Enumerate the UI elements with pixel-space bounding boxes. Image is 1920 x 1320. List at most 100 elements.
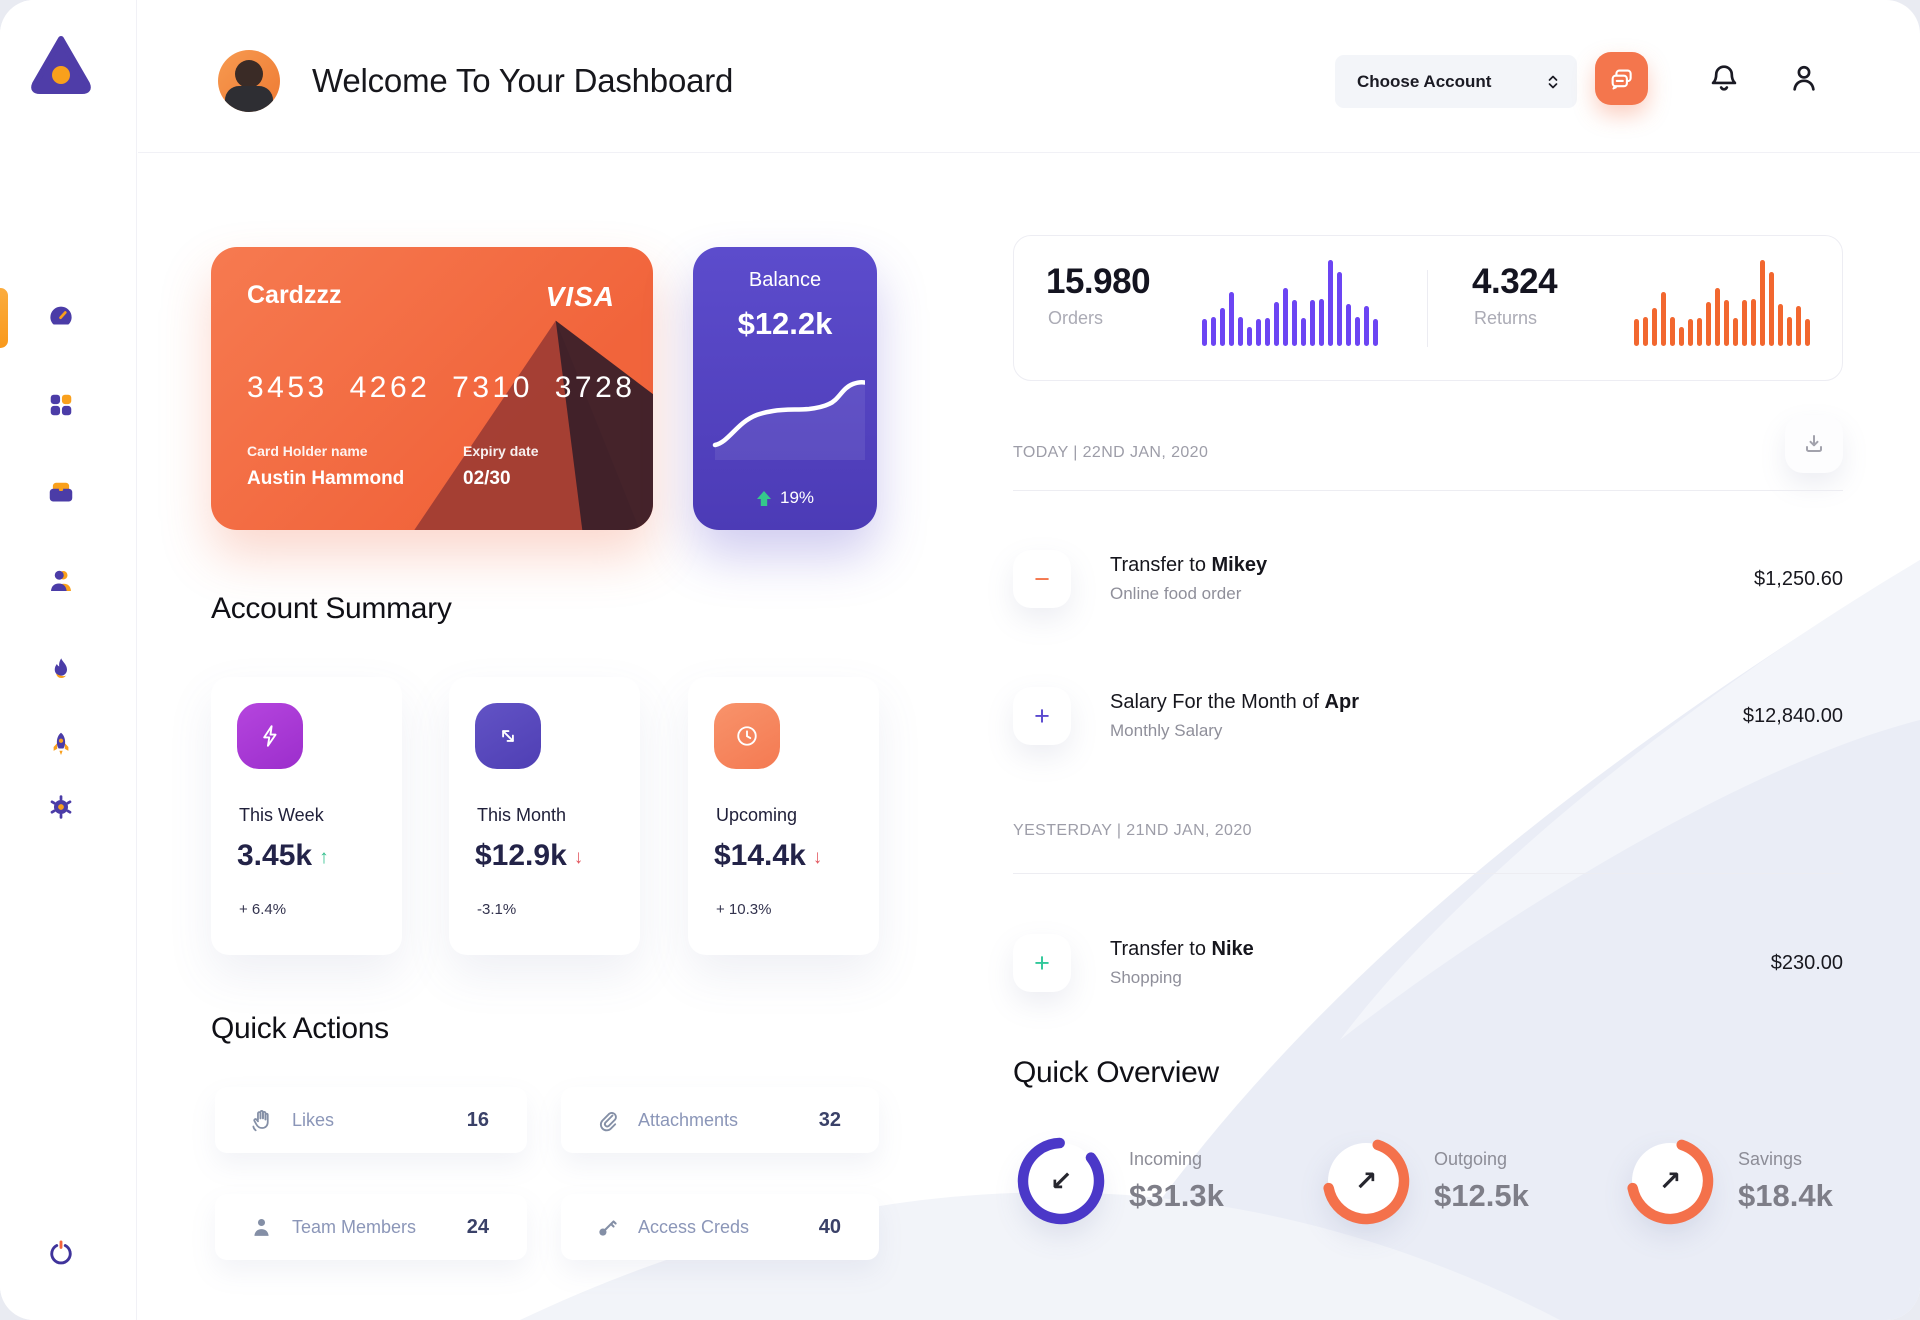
user-avatar[interactable] — [218, 50, 280, 112]
account-select-label: Choose Account — [1357, 71, 1492, 91]
quick-action-value: 40 — [818, 1215, 841, 1238]
quick-action-team-members[interactable]: Team Members 24 — [215, 1194, 527, 1260]
speedometer-icon — [50, 306, 72, 325]
trend-up-arrow: ↑ — [319, 847, 329, 868]
transaction-title: Salary For the Month of Apr — [1110, 691, 1359, 713]
outgoing-ring: ↗ — [1318, 1133, 1414, 1229]
user-icon — [1793, 65, 1815, 91]
member-icon — [254, 1218, 269, 1236]
avatar-photo — [235, 60, 263, 88]
quick-action-value: 16 — [466, 1108, 489, 1131]
chat-bubbles-icon — [1611, 69, 1632, 89]
sidebar — [0, 0, 137, 1320]
overview-label: Incoming — [1129, 1148, 1203, 1169]
expiry-label: Expiry date — [463, 443, 539, 459]
sidebar-item-portfolio[interactable] — [37, 468, 85, 516]
overview-label: Outgoing — [1434, 1148, 1508, 1169]
summary-value: 3.45k ↑ — [237, 839, 329, 872]
trend-down-arrow: ↓ — [573, 847, 584, 868]
summary-card-upcoming[interactable]: Upcoming $14.4k ↓ + 10.3% — [688, 677, 879, 955]
transaction-row-salary[interactable]: + Salary For the Month of Apr Monthly Sa… — [1013, 682, 1843, 750]
orders-bar-chart — [1202, 260, 1382, 346]
transaction-amount: $1,250.60 — [1754, 567, 1843, 590]
transactions-date-today: TODAY | 22ND JAN, 2020 — [1013, 444, 1209, 461]
credit-card[interactable]: Cardzzz VISA 3453 4262 7310 3728 Card Ho… — [211, 247, 653, 530]
transactions-date-yesterday: YESTERDAY | 21ND JAN, 2020 — [1013, 822, 1252, 839]
sidebar-item-apps[interactable] — [37, 381, 85, 429]
sidebar-item-launch[interactable] — [37, 720, 85, 768]
summary-label: This Month — [477, 805, 567, 825]
transaction-subtitle: Monthly Salary — [1110, 721, 1223, 740]
summary-card-this-month[interactable]: This Month $12.9k ↓ -3.1% — [449, 677, 640, 955]
quick-action-label: Access Creds — [638, 1216, 750, 1237]
quick-action-value: 32 — [818, 1108, 841, 1131]
profile-button[interactable] — [1787, 61, 1821, 95]
transaction-row-mikey[interactable]: − Transfer to Mikey Online food order $1… — [1013, 545, 1843, 613]
download-icon — [1806, 435, 1822, 452]
triangle-logo-icon — [31, 36, 91, 94]
divider — [1013, 873, 1843, 874]
notifications-button[interactable] — [1707, 61, 1741, 95]
quick-action-label: Team Members — [292, 1216, 417, 1237]
visa-logo: VISA — [545, 281, 615, 312]
clap-icon — [252, 1109, 269, 1131]
card-holder-name: Austin Hammond — [247, 468, 405, 489]
balance-value: $12.2k — [737, 306, 833, 341]
briefcase-icon — [49, 482, 73, 502]
arrow-down-left-icon: ↙ — [1049, 1165, 1073, 1197]
card-holder-label: Card Holder name — [247, 443, 368, 459]
header-divider — [138, 152, 1920, 153]
sidebar-item-dashboard[interactable] — [37, 292, 85, 340]
app-logo[interactable] — [28, 32, 94, 98]
summary-label: Upcoming — [716, 805, 798, 825]
power-icon — [50, 1240, 72, 1265]
quick-action-value: 24 — [466, 1215, 489, 1238]
sidebar-item-settings[interactable] — [37, 783, 85, 831]
quick-action-access-creds[interactable]: Access Creds 40 — [561, 1194, 879, 1260]
summary-card-this-week[interactable]: This Week 3.45k ↑ + 6.4% — [211, 677, 402, 955]
transaction-row-nike[interactable]: + Transfer to Nike Shopping $230.00 — [1013, 929, 1843, 997]
balance-card[interactable]: Balance $12.2k 19% — [693, 247, 877, 530]
clock-icon — [714, 703, 780, 769]
bell-icon — [1711, 65, 1737, 91]
orders-value: 15.980 — [1046, 262, 1151, 301]
orders-label: Orders — [1048, 308, 1104, 328]
expiry-value: 02/30 — [463, 468, 511, 489]
returns-bar-chart — [1634, 260, 1814, 346]
card-name: Cardzzz — [247, 281, 342, 309]
account-select[interactable]: Choose Account — [1335, 55, 1577, 108]
person-icon — [51, 570, 71, 591]
balance-label: Balance — [748, 269, 822, 291]
incoming-ring: ↙ — [1013, 1133, 1109, 1229]
summary-delta: -3.1% — [477, 901, 517, 918]
overview-outgoing: ↗ Outgoing $12.5k — [1318, 1133, 1529, 1229]
quick-actions-title: Quick Actions — [211, 1012, 389, 1045]
download-button[interactable] — [1785, 415, 1843, 473]
divider — [1013, 490, 1843, 491]
quick-action-label: Likes — [292, 1109, 335, 1130]
diagonal-arrows-icon — [475, 703, 541, 769]
logout-button[interactable] — [37, 1229, 85, 1277]
transaction-subtitle: Shopping — [1110, 968, 1182, 987]
sidebar-item-trending[interactable] — [37, 645, 85, 693]
chevron-up-down-icon — [1548, 75, 1558, 88]
quick-action-label: Attachments — [638, 1109, 739, 1130]
transaction-title: Transfer to Nike — [1110, 938, 1254, 960]
grid-icon — [50, 394, 72, 416]
flame-icon — [54, 658, 67, 678]
overview-savings: ↗ Savings $18.4k — [1622, 1133, 1833, 1229]
quick-action-likes[interactable]: Likes 16 — [215, 1087, 527, 1153]
lightning-icon — [237, 703, 303, 769]
transaction-subtitle: Online food order — [1110, 584, 1242, 603]
overview-value: $12.5k — [1434, 1177, 1529, 1213]
chat-button[interactable] — [1595, 52, 1648, 105]
quick-action-attachments[interactable]: Attachments 32 — [561, 1087, 879, 1153]
balance-change: 19% — [693, 488, 877, 508]
gear-icon — [50, 795, 72, 819]
summary-delta: + 10.3% — [716, 901, 772, 918]
returns-value: 4.324 — [1472, 262, 1558, 301]
overview-label: Savings — [1738, 1148, 1803, 1169]
sidebar-item-contacts[interactable] — [37, 557, 85, 605]
returns-label: Returns — [1474, 308, 1538, 328]
account-summary-title: Account Summary — [211, 592, 452, 625]
